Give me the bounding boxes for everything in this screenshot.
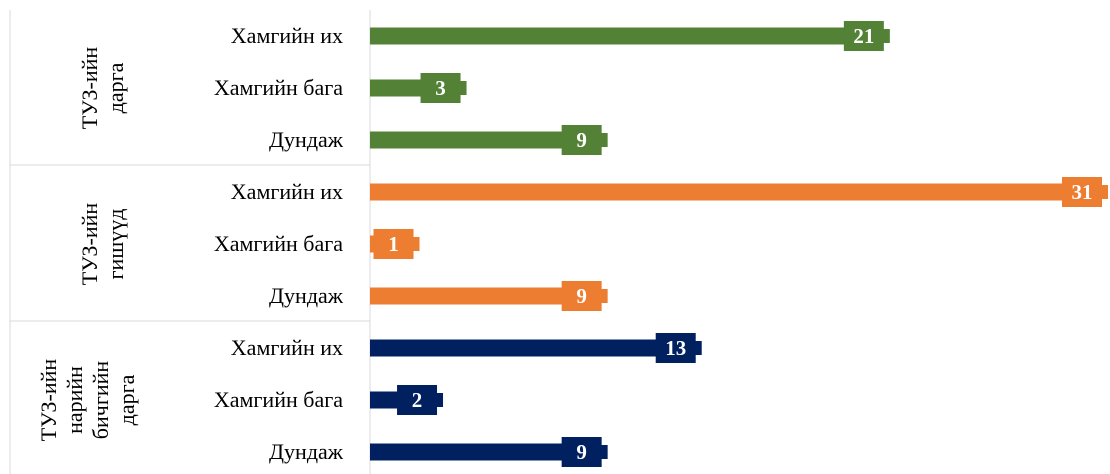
bar — [370, 27, 864, 45]
category-label: Хамгийн их — [231, 335, 343, 360]
data-label-box — [561, 281, 608, 311]
bar — [370, 339, 676, 357]
bar — [370, 131, 582, 149]
data-label: 2 — [412, 388, 423, 412]
data-label-box — [1062, 177, 1108, 207]
bar — [370, 183, 1099, 201]
category-label: Дундаж — [269, 439, 344, 464]
data-label: 1 — [388, 232, 399, 256]
category-label: Хамгийн бага — [214, 75, 343, 100]
category-label: Хамгийн их — [231, 179, 343, 204]
category-label: Хамгийн бага — [214, 231, 343, 256]
group-label: ТУЗ-ийннарийнбичгийндарга — [36, 359, 139, 442]
group-label-line: гишүүд — [103, 209, 128, 280]
data-label: 13 — [665, 336, 686, 360]
category-label: Хамгийн их — [231, 23, 343, 48]
data-label-box — [843, 21, 890, 51]
data-label: 9 — [576, 128, 587, 152]
data-label: 3 — [435, 76, 446, 100]
category-label: Дундаж — [269, 127, 344, 152]
group-label-line: дарга — [114, 374, 139, 425]
data-label: 31 — [1072, 180, 1093, 204]
group-label: ТУЗ-ийнгишүүд — [77, 203, 128, 286]
group-label-line: ТУЗ-ийн — [36, 359, 61, 442]
category-label: Дундаж — [269, 283, 344, 308]
group-label: ТУЗ-ийндарга — [77, 47, 128, 130]
data-label-box — [655, 333, 702, 363]
bar — [370, 443, 582, 461]
group-label-line: дарга — [103, 62, 128, 113]
data-label-box — [561, 437, 608, 467]
category-label: Хамгийн бага — [214, 387, 343, 412]
data-label: 9 — [576, 284, 587, 308]
data-label-box — [561, 125, 608, 155]
group-label-line: нарийн — [62, 366, 87, 434]
data-label-box — [397, 385, 444, 415]
data-label: 9 — [576, 440, 587, 464]
data-label-box — [420, 73, 467, 103]
bar — [370, 287, 582, 305]
group-label-line: ТУЗ-ийн — [77, 47, 102, 130]
group-label-line: бичгийн — [88, 361, 113, 440]
group-label-line: ТУЗ-ийн — [77, 203, 102, 286]
data-label-box — [373, 229, 420, 259]
data-label: 21 — [853, 24, 874, 48]
